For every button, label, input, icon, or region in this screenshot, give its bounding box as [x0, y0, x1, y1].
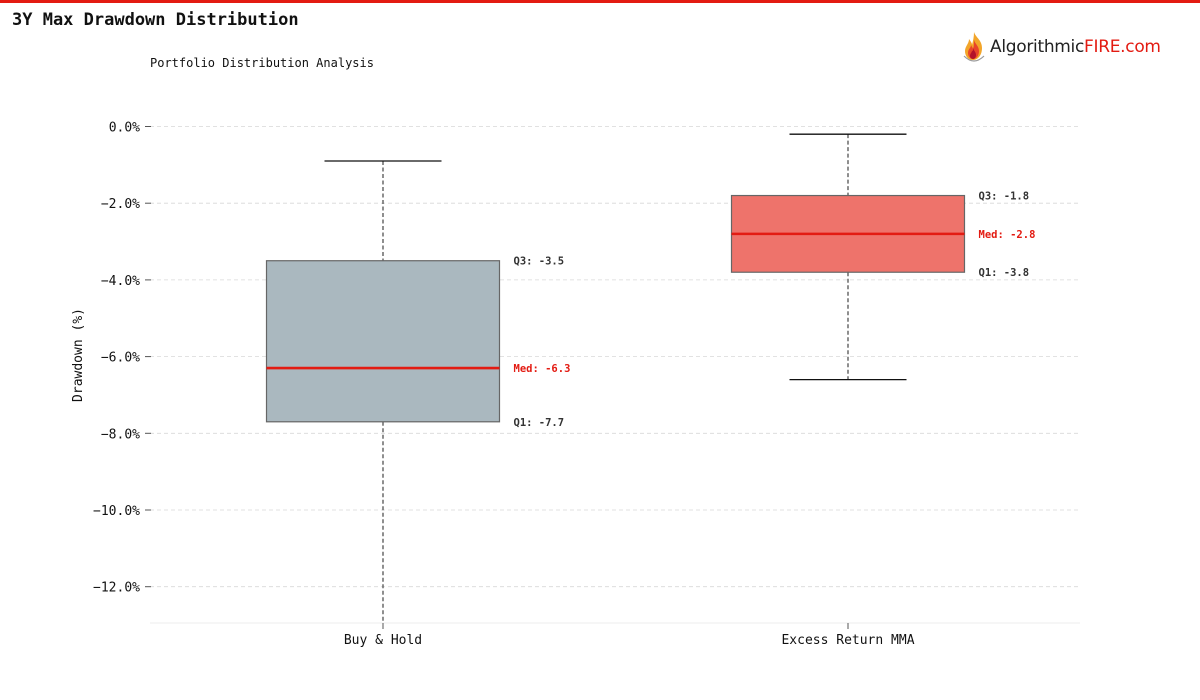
box-group: Q3: -1.8 Med: -2.8 Q1: -3.8: [730, 133, 1036, 381]
flame-icon: [963, 32, 985, 62]
q3-annotation: Q3: -1.8: [979, 191, 1030, 203]
y-tick-label: 0.0%: [109, 121, 140, 136]
y-tick-label: −4.0%: [101, 274, 140, 289]
median-annotation: Med: -6.3: [514, 363, 571, 375]
brand-logo: AlgorithmicFIRE.com: [960, 30, 1161, 64]
box-group: Q3: -3.5 Med: -6.3 Q1: -7.7: [265, 160, 571, 623]
logo-text-algorithmic: Algorithmic: [990, 37, 1085, 57]
q1-annotation: Q1: -3.8: [979, 267, 1030, 279]
y-tick-label: −2.0%: [101, 197, 140, 212]
x-axis-ticks: Buy & Hold Excess Return MMA: [344, 623, 915, 648]
q1-annotation: Q1: -7.7: [514, 417, 565, 429]
q3-annotation: Q3: -3.5: [514, 256, 565, 268]
iqr-box: [265, 260, 501, 423]
logo-text-fire: FIRE.com: [1084, 37, 1161, 57]
page-title: 3Y Max Drawdown Distribution: [12, 10, 299, 30]
grid-lines: [150, 126, 1080, 624]
y-axis-label: Drawdown (%): [71, 308, 86, 402]
median-annotation: Med: -2.8: [979, 229, 1036, 241]
x-tick-label: Buy & Hold: [344, 633, 422, 648]
x-tick-label: Excess Return MMA: [781, 633, 914, 648]
chart-subtitle: Portfolio Distribution Analysis: [150, 56, 374, 70]
top-accent-bar: [0, 0, 1200, 3]
y-axis-ticks: 0.0% −2.0% −4.0% −6.0% −8.0% −10.0% −12.0%: [93, 121, 151, 596]
y-tick-label: −10.0%: [93, 504, 140, 519]
boxes: Q3: -3.5 Med: -6.3 Q1: -7.7 Q3: -1.8 Med: -2…: [265, 133, 1036, 623]
y-tick-label: −6.0%: [101, 351, 140, 366]
y-tick-label: −12.0%: [93, 581, 140, 596]
y-tick-label: −8.0%: [101, 427, 140, 442]
